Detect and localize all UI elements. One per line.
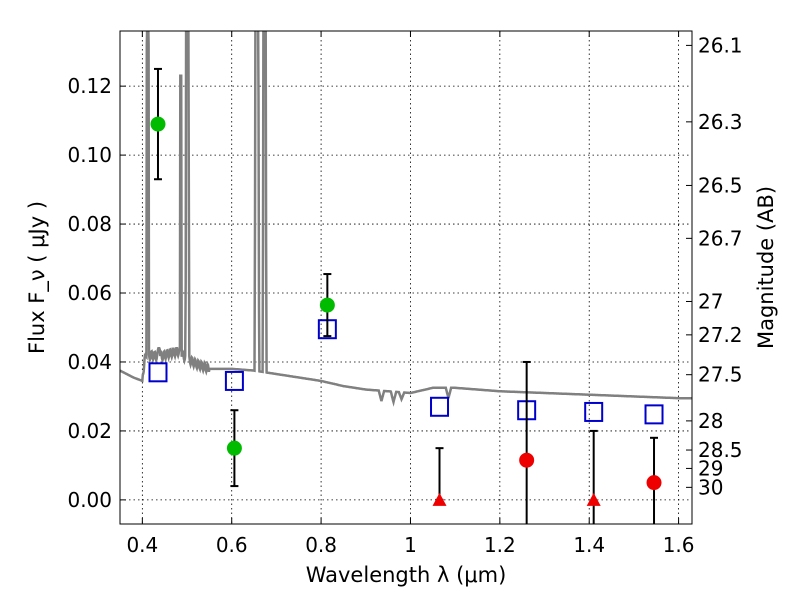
magnitude-tick-label: 30 — [698, 475, 723, 499]
magnitude-tick-label: 26.3 — [698, 110, 743, 134]
magnitude-tick-label: 26.1 — [698, 33, 743, 57]
upper-limit-marker — [432, 492, 447, 506]
detection-point — [150, 116, 166, 132]
low-sn-point — [646, 475, 662, 491]
x-tick-label: 0.8 — [305, 533, 337, 557]
detection-point — [319, 297, 335, 313]
magnitude-tick-label: 28 — [698, 409, 723, 433]
magnitude-tick-label: 27.2 — [698, 323, 743, 347]
y-tick-label: 0.08 — [67, 212, 112, 236]
y-tick-label: 0.12 — [67, 74, 112, 98]
plot-frame — [119, 30, 693, 525]
y-tick-label: 0.00 — [67, 488, 112, 512]
spectrum-line — [120, 31, 692, 407]
y-tick-label: 0.02 — [67, 419, 112, 443]
y-axis-title: Flux F_ν ( μJy ) — [25, 201, 50, 354]
detection-point — [226, 440, 242, 456]
magnitude-tick-label: 27.5 — [698, 363, 743, 387]
model-photometry-square — [584, 401, 604, 422]
x-tick-label: 1.4 — [573, 533, 605, 557]
magnitude-tick-label: 27 — [698, 289, 723, 313]
y-tick-label: 0.04 — [67, 350, 112, 374]
x-tick-label: 0.4 — [126, 533, 158, 557]
x-tick-label: 1.2 — [484, 533, 516, 557]
y-tick-label: 0.10 — [67, 143, 112, 167]
axis-ticks: 0.4 0.6 0.8 1 1.2 1.4 1.6 0.00 0.02 0.04 0.06 0.08 0… — [67, 31, 743, 557]
upper-limit-marker — [586, 492, 601, 506]
data-points — [148, 67, 664, 524]
y-tick-label: 0.06 — [67, 281, 112, 305]
model-photometry-square — [430, 396, 450, 417]
model-photometry-square — [644, 404, 664, 425]
grid — [120, 31, 692, 524]
x-tick-label: 0.6 — [216, 533, 248, 557]
model-spectrum — [120, 31, 692, 407]
x-axis-title: Wavelength λ (μm) — [306, 563, 507, 587]
model-photometry-square — [224, 370, 244, 391]
right-axis-title: Magnitude (AB) — [754, 186, 778, 349]
magnitude-tick-label: 26.7 — [698, 226, 743, 250]
magnitude-tick-label: 28.5 — [698, 438, 743, 462]
low-sn-point — [519, 452, 535, 468]
x-tick-label: 1.6 — [663, 533, 695, 557]
x-tick-label: 1 — [404, 533, 417, 557]
model-photometry-square — [148, 362, 168, 383]
magnitude-tick-label: 26.5 — [698, 173, 743, 197]
magnitude-tick-label: 29 — [698, 456, 723, 480]
